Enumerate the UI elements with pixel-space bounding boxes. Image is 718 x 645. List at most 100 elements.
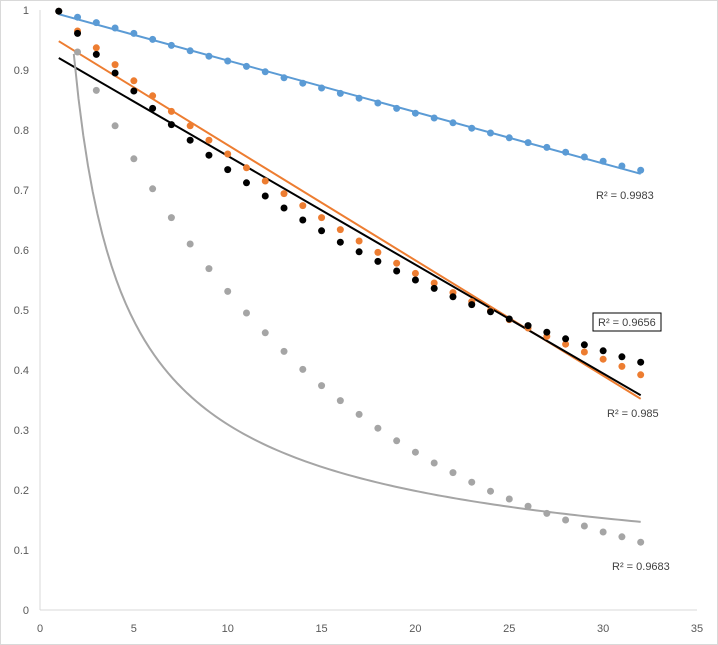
data-point-series-4: [618, 533, 626, 541]
data-point-series-4: [205, 265, 213, 273]
data-point-series-1: [524, 139, 532, 147]
data-point-series-1: [242, 62, 250, 70]
data-point-series-4: [430, 459, 438, 467]
data-point-series-2: [430, 279, 438, 287]
data-point-series-4: [355, 410, 363, 418]
r2-label-box: [592, 312, 662, 332]
data-point-series-3: [411, 276, 419, 284]
y-tick-label: 0.1: [14, 545, 29, 557]
data-point-series-2: [111, 61, 119, 69]
x-tick-label: 35: [691, 623, 703, 635]
x-tick-label: 30: [597, 623, 609, 635]
y-tick-label: 0.3: [14, 425, 29, 437]
data-point-series-2: [393, 259, 401, 267]
data-point-series-4: [524, 502, 532, 510]
axes: [39, 10, 697, 611]
data-point-series-3: [242, 179, 250, 187]
y-tick-label: 1: [23, 5, 29, 17]
data-point-series-1: [149, 35, 157, 43]
data-point-series-1: [224, 57, 232, 65]
data-point-series-3: [580, 341, 588, 349]
data-point-series-4: [374, 424, 382, 432]
data-point-series-3: [74, 29, 82, 37]
data-point-series-4: [562, 516, 570, 524]
data-points: [55, 7, 645, 546]
data-point-series-4: [224, 287, 232, 295]
data-point-series-4: [318, 382, 326, 390]
y-tick-label: 0.6: [14, 245, 29, 257]
x-tick-label: 25: [503, 623, 515, 635]
data-point-series-3: [374, 257, 382, 265]
data-point-series-3: [637, 358, 645, 366]
data-point-series-1: [130, 29, 138, 37]
data-point-series-3: [280, 204, 288, 212]
data-point-series-2: [618, 362, 626, 370]
data-point-series-4: [299, 365, 307, 373]
tick-labels: 0 5 10 15 20 25 30 35 0 0.1 0.2 0.3 0.4 0.5 0.6 0.7 0.8 0…: [14, 5, 703, 635]
data-point-series-2: [130, 77, 138, 85]
data-point-series-1: [374, 99, 382, 107]
data-point-series-1: [280, 74, 288, 82]
data-point-series-2: [355, 237, 363, 245]
data-point-series-1: [393, 104, 401, 112]
data-point-series-1: [543, 143, 551, 151]
x-tick-label: 0: [37, 623, 43, 635]
data-point-series-3: [430, 284, 438, 292]
data-point-series-1: [580, 153, 588, 161]
data-point-series-1: [186, 47, 194, 55]
data-point-series-1: [261, 68, 269, 76]
data-point-series-2: [562, 340, 570, 348]
data-point-series-3: [543, 328, 551, 336]
data-point-series-4: [111, 122, 119, 130]
data-point-series-4: [74, 48, 82, 56]
data-point-series-1: [430, 114, 438, 122]
data-point-series-4: [599, 528, 607, 536]
data-point-series-3: [562, 335, 570, 343]
y-tick-label: 0.9: [14, 65, 29, 77]
data-point-series-1: [599, 157, 607, 165]
data-point-series-3: [318, 227, 326, 235]
data-point-series-2: [580, 348, 588, 356]
data-point-series-2: [167, 107, 175, 115]
r2-label-series-3: R² = 0.9656: [598, 317, 656, 329]
x-tick-label: 15: [315, 623, 327, 635]
data-point-series-3: [618, 353, 626, 361]
data-point-series-1: [318, 84, 326, 92]
data-point-series-2: [92, 44, 100, 52]
data-point-series-4: [280, 347, 288, 355]
data-point-series-3: [167, 121, 175, 129]
data-point-series-3: [468, 301, 476, 309]
data-point-series-3: [224, 166, 232, 174]
data-point-series-1: [74, 13, 82, 21]
data-point-series-3: [111, 69, 119, 77]
data-point-series-1: [92, 19, 100, 27]
x-tick-label: 10: [222, 623, 234, 635]
data-point-series-4: [468, 478, 476, 486]
data-point-series-4: [505, 495, 513, 503]
data-point-series-1: [468, 124, 476, 132]
data-point-series-2: [299, 202, 307, 210]
data-point-series-2: [224, 150, 232, 158]
data-point-series-1: [111, 24, 119, 32]
data-point-series-4: [186, 240, 194, 248]
data-point-series-4: [543, 509, 551, 517]
data-point-series-3: [261, 192, 269, 200]
data-point-series-4: [449, 469, 457, 477]
r2-label-series-2: R² = 0.985: [607, 408, 659, 420]
data-point-series-4: [411, 448, 419, 456]
data-point-series-1: [487, 129, 495, 137]
data-point-series-3: [487, 308, 495, 316]
x-tick-label: 5: [131, 623, 137, 635]
data-point-series-1: [205, 52, 213, 60]
data-point-series-1: [299, 79, 307, 87]
y-tick-label: 0.5: [14, 305, 29, 317]
data-point-series-2: [336, 226, 344, 234]
data-point-series-3: [336, 238, 344, 246]
data-point-series-4: [487, 487, 495, 495]
data-point-series-4: [167, 214, 175, 222]
data-point-series-4: [130, 155, 138, 163]
data-point-series-4: [92, 86, 100, 94]
data-point-series-2: [149, 92, 157, 100]
data-point-series-2: [318, 214, 326, 222]
